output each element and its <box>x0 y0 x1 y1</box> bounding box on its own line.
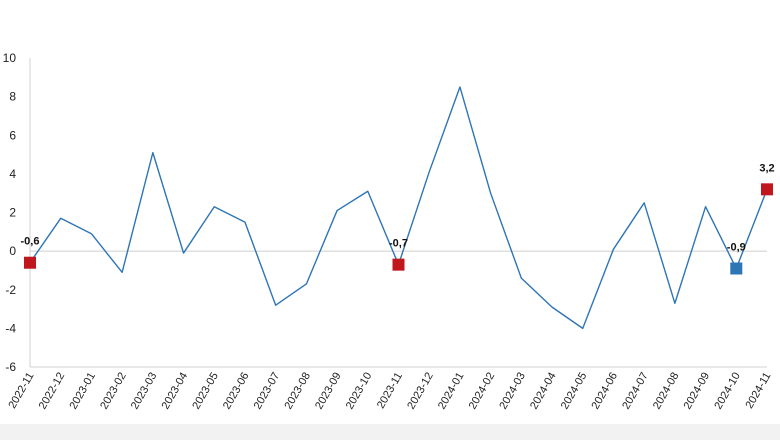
x-tick-label: 2024-10 <box>712 371 743 412</box>
y-tick-label: -4 <box>5 321 16 335</box>
marker-layer: -0,6 -0,7 -0,9 3,2 <box>21 162 775 275</box>
x-tick-label: 2024-07 <box>620 371 651 412</box>
x-tick-label: 2023-03 <box>129 371 160 412</box>
x-tick-label: 2023-04 <box>160 371 191 412</box>
x-tick-label: 2023-10 <box>344 371 375 412</box>
y-axis: -6 -4 -2 0 2 4 6 8 10 <box>3 51 31 374</box>
x-tick-label: 2024-03 <box>497 371 528 412</box>
x-tick-label: 2023-11 <box>375 371 405 411</box>
x-axis: 2022-11 2022-12 2023-01 2023-02 2023-03 2023-… <box>6 250 774 412</box>
series-line <box>29 86 768 330</box>
x-tick-label: 2024-05 <box>559 371 590 412</box>
y-tick-label: 10 <box>3 51 17 65</box>
data-label: -0,9 <box>727 242 746 254</box>
x-tick-label: 2023-05 <box>190 371 221 412</box>
y-tick-label: 0 <box>9 244 16 258</box>
x-tick-label: 2022-12 <box>37 371 68 412</box>
x-tick-label: 2023-07 <box>252 371 283 412</box>
x-tick-label: 2022-11 <box>6 371 36 411</box>
x-tick-label: 2024-09 <box>682 371 713 412</box>
x-tick-label: 2023-01 <box>67 371 98 412</box>
x-tick-label: 2024-01 <box>436 371 467 412</box>
y-tick-label: 2 <box>9 206 16 220</box>
data-point-marker <box>730 262 743 275</box>
series-layer <box>29 86 768 330</box>
x-tick-label: 2023-02 <box>98 371 129 412</box>
x-tick-label: 2023-06 <box>221 371 252 412</box>
x-tick-label: 2023-12 <box>405 371 436 412</box>
x-tick-label: 2023-09 <box>313 371 344 412</box>
footer-band <box>0 424 780 440</box>
y-tick-label: 4 <box>9 167 16 181</box>
x-tick-label: 2024-11 <box>743 371 773 411</box>
data-point-marker <box>392 258 405 271</box>
y-tick-label: 8 <box>9 90 16 104</box>
data-point-marker <box>761 183 773 196</box>
x-tick-label: 2024-02 <box>467 371 498 412</box>
y-tick-label: -6 <box>5 360 16 374</box>
data-label: 3,2 <box>759 162 774 174</box>
x-tick-label: 2024-06 <box>589 371 620 412</box>
data-label: -0,7 <box>389 238 408 250</box>
x-tick-label: 2023-08 <box>282 371 313 412</box>
data-label: -0,6 <box>21 236 40 248</box>
data-point-marker <box>24 256 36 269</box>
y-tick-label: 6 <box>9 128 16 142</box>
y-tick-label: -2 <box>5 283 16 297</box>
x-tick-label: 2024-04 <box>528 371 559 412</box>
x-tick-label: 2024-08 <box>651 371 682 412</box>
